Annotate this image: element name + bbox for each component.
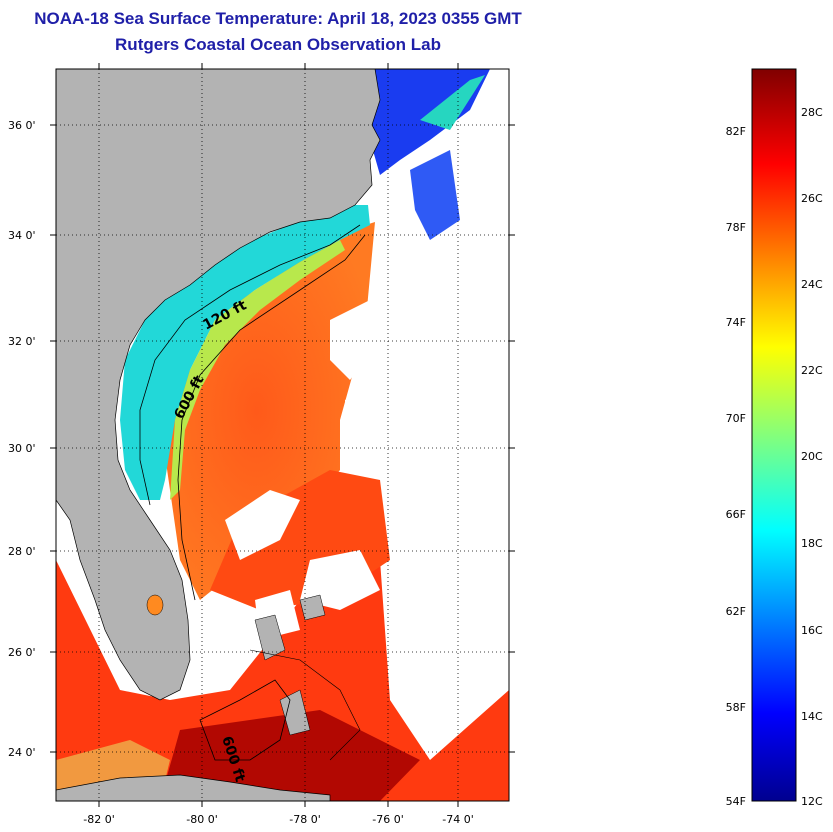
gulf-stream xyxy=(160,222,375,600)
contour-600ft-south xyxy=(199,679,291,761)
lat-label: 28 0' xyxy=(8,545,36,558)
lat-label: 34 0' xyxy=(8,229,36,242)
colorbar-c-label: 24C xyxy=(801,278,823,291)
lon-label: -80 0' xyxy=(186,813,218,826)
shelf-water xyxy=(120,205,370,500)
shelf-front xyxy=(170,240,345,500)
lat-label: 36 0' xyxy=(8,119,36,132)
lat-label: 30 0' xyxy=(8,442,36,455)
colorbar-c-label: 16C xyxy=(801,624,823,637)
colorbar-c-label: 12C xyxy=(801,795,823,808)
colorbar-f-label: 54F xyxy=(726,795,746,808)
colorbar-c-label: 28C xyxy=(801,106,823,119)
lon-label: -74 0' xyxy=(442,813,474,826)
cloud-mask xyxy=(330,300,380,380)
bahamas-island xyxy=(254,614,286,661)
cloud-mask xyxy=(345,390,380,470)
colorbar-f-label: 58F xyxy=(726,701,746,714)
colorbar-f-label: 82F xyxy=(726,125,746,138)
colorbar-c-label: 22C xyxy=(801,364,823,377)
map-subtitle: Rutgers Coastal Ocean Observation Lab xyxy=(115,35,441,54)
contour-600ft xyxy=(177,234,366,601)
warm-water-south xyxy=(56,560,509,801)
lat-label: 32 0' xyxy=(8,335,36,348)
lake-okeechobee xyxy=(146,594,164,616)
lon-label: -76 0' xyxy=(372,813,404,826)
us-landmass xyxy=(56,69,381,701)
colorbar-c-label: 20C xyxy=(801,450,823,463)
contour-120ft xyxy=(139,224,361,506)
bahamas-island xyxy=(299,594,326,621)
lat-label: 24 0' xyxy=(8,746,36,759)
colorbar-f-label: 62F xyxy=(726,605,746,618)
map-ticks xyxy=(50,63,515,807)
map-title: NOAA-18 Sea Surface Temperature: April 1… xyxy=(34,9,522,28)
lon-label: -82 0' xyxy=(83,813,115,826)
contour-bahamas-bank xyxy=(249,649,361,761)
lat-label: 26 0' xyxy=(8,646,36,659)
colorbar-c-label: 14C xyxy=(801,710,823,723)
slope-water xyxy=(420,75,485,130)
cold-filament xyxy=(410,150,460,240)
sst-map xyxy=(56,69,509,801)
lon-label: -78 0' xyxy=(289,813,321,826)
colorbar-c-label: 26C xyxy=(801,192,823,205)
colorbar-c-label: 18C xyxy=(801,537,823,550)
colorbar-f-label: 78F xyxy=(726,221,746,234)
colorbar-f-label: 66F xyxy=(726,508,746,521)
colorbar-f-label: 70F xyxy=(726,412,746,425)
temperature-colorbar xyxy=(751,68,797,802)
colorbar-f-label: 74F xyxy=(726,316,746,329)
map-frame xyxy=(55,68,510,802)
bahamas-island xyxy=(279,689,311,736)
hot-water-patch xyxy=(160,710,420,801)
cuba-landmass xyxy=(56,774,331,801)
cloud-mask xyxy=(225,490,300,560)
